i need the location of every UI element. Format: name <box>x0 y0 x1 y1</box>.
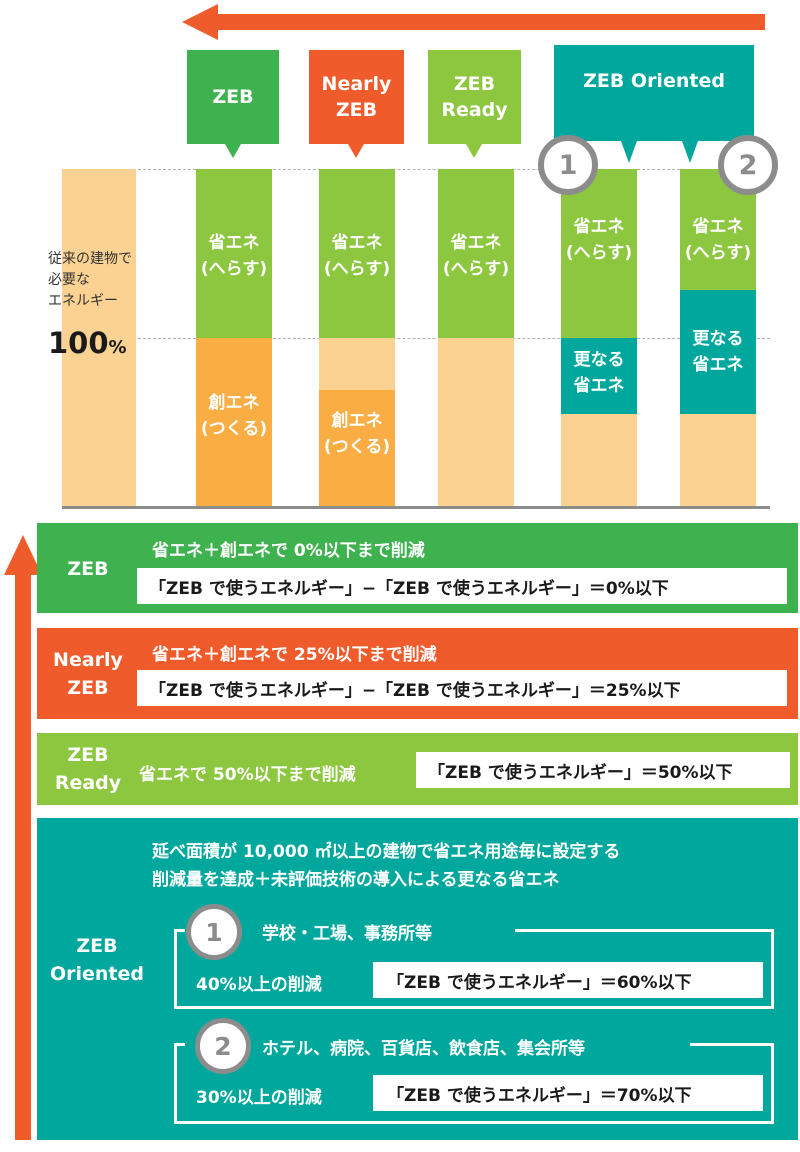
left-arrow-head <box>4 535 42 575</box>
oriented-sub2-badge: 2 <box>195 1018 251 1074</box>
band-ready-label: ZEB Ready <box>54 744 122 794</box>
oriented-badge-2: 2 <box>718 135 778 195</box>
oriented1-col-further <box>561 338 637 414</box>
band-oriented-desc-2: 削減量を達成＋未評価技術の導入による更なる省エネ <box>152 870 560 890</box>
oriented-sub2-title: ホテル、病院、百貨店、飲食店、集会所等 <box>262 1039 585 1059</box>
band-nearly-desc: 省エネ＋創エネで 25%以下まで削減 <box>152 645 437 665</box>
tag-zeb-oriented <box>554 45 754 141</box>
zeb-col-save <box>196 169 272 338</box>
oriented1-col-further-label: 更なる 省エネ <box>573 350 625 396</box>
nearly-col-create <box>319 390 395 507</box>
baseline-percent: 100% <box>48 326 127 360</box>
band-oriented-desc-1: 延べ面積が 10,000 ㎡以上の建物で省エネ用途毎に設定する <box>152 842 621 862</box>
oriented2-col-further-label: 更なる 省エネ <box>692 329 744 375</box>
tag-zeb-pointer <box>225 144 241 158</box>
tag-oriented-pointer-1 <box>621 141 637 163</box>
oriented1-col-save <box>561 169 637 338</box>
nearly-col-remaining <box>319 338 395 390</box>
band-nearly-label: Nearly ZEB <box>53 649 123 699</box>
baseline-percent-number: 100 <box>48 326 109 360</box>
oriented-sub1-cut: 40%以上の削減 <box>196 975 322 995</box>
oriented-sub2-formula: 「ZEB で使うエネルギー」＝70%以下 <box>373 1075 763 1111</box>
tag-zeb-ready-pointer <box>466 144 482 158</box>
oriented1-col-remaining <box>561 414 637 507</box>
baseline-label: 従来の建物で 必要な エネルギー <box>48 251 132 309</box>
oriented-sub1-title: 学校・工場、事務所等 <box>262 924 432 944</box>
left-arrow-shaft <box>15 574 31 1140</box>
tag-zeb: ZEB <box>187 50 279 144</box>
band-nearly-formula: 「ZEB で使うエネルギー」−「ZEB で使うエネルギー」＝25%以下 <box>137 670 787 706</box>
nearly-col-save <box>319 169 395 338</box>
baseline-column <box>62 169 136 507</box>
top-arrow-head <box>182 4 218 40</box>
band-zeb-label: ZEB <box>67 558 109 580</box>
ready-col-remaining <box>438 338 514 507</box>
tag-zeb-oriented-label: ZEB Oriented <box>583 70 725 92</box>
oriented-sub2-cut: 30%以上の削減 <box>196 1088 322 1108</box>
oriented-sub2-title-bg <box>185 1027 690 1063</box>
top-arrow-shaft <box>215 14 765 30</box>
band-zeb-formula: 「ZEB で使うエネルギー」−「ZEB で使うエネルギー」＝0%以下 <box>137 568 787 604</box>
ready-col-save <box>438 169 514 338</box>
band-oriented-label: ZEB Oriented <box>49 935 145 985</box>
band-zeb-desc: 省エネ＋創エネで 0%以下まで削減 <box>152 541 425 561</box>
nearly-col-create-label: 創エネ (つくる) <box>323 411 391 457</box>
ready-col-save-label: 省エネ (へらす) <box>442 233 510 279</box>
band-ready-desc: 省エネで 50%以下まで削減 <box>139 765 356 785</box>
zeb-col-save-label: 省エネ (へらす) <box>200 233 268 279</box>
zeb-col-create <box>196 338 272 507</box>
baseline-percent-sign: % <box>108 337 127 358</box>
chart-baseline-axis <box>62 506 770 509</box>
nearly-col-save-label: 省エネ (へらす) <box>323 233 391 279</box>
tag-nearly-zeb: Nearly ZEB <box>309 50 404 144</box>
oriented-sub1-formula: 「ZEB で使うエネルギー」＝60%以下 <box>373 962 763 998</box>
oriented2-col-save-label: 省エネ (へらす) <box>684 217 752 263</box>
oriented-sub1-badge: 1 <box>186 904 242 960</box>
oriented2-col-further <box>680 290 756 414</box>
oriented1-col-save-label: 省エネ (へらす) <box>565 217 633 263</box>
tag-oriented-pointer-2 <box>682 141 698 163</box>
tag-zeb-ready: ZEB Ready <box>428 50 521 144</box>
band-ready-formula: 「ZEB で使うエネルギー」＝50%以下 <box>416 752 790 788</box>
oriented-badge-1: 1 <box>538 135 598 195</box>
tag-nearly-zeb-pointer <box>348 144 364 158</box>
oriented2-col-remaining <box>680 414 756 507</box>
zeb-col-create-label: 創エネ (つくる) <box>200 393 268 439</box>
